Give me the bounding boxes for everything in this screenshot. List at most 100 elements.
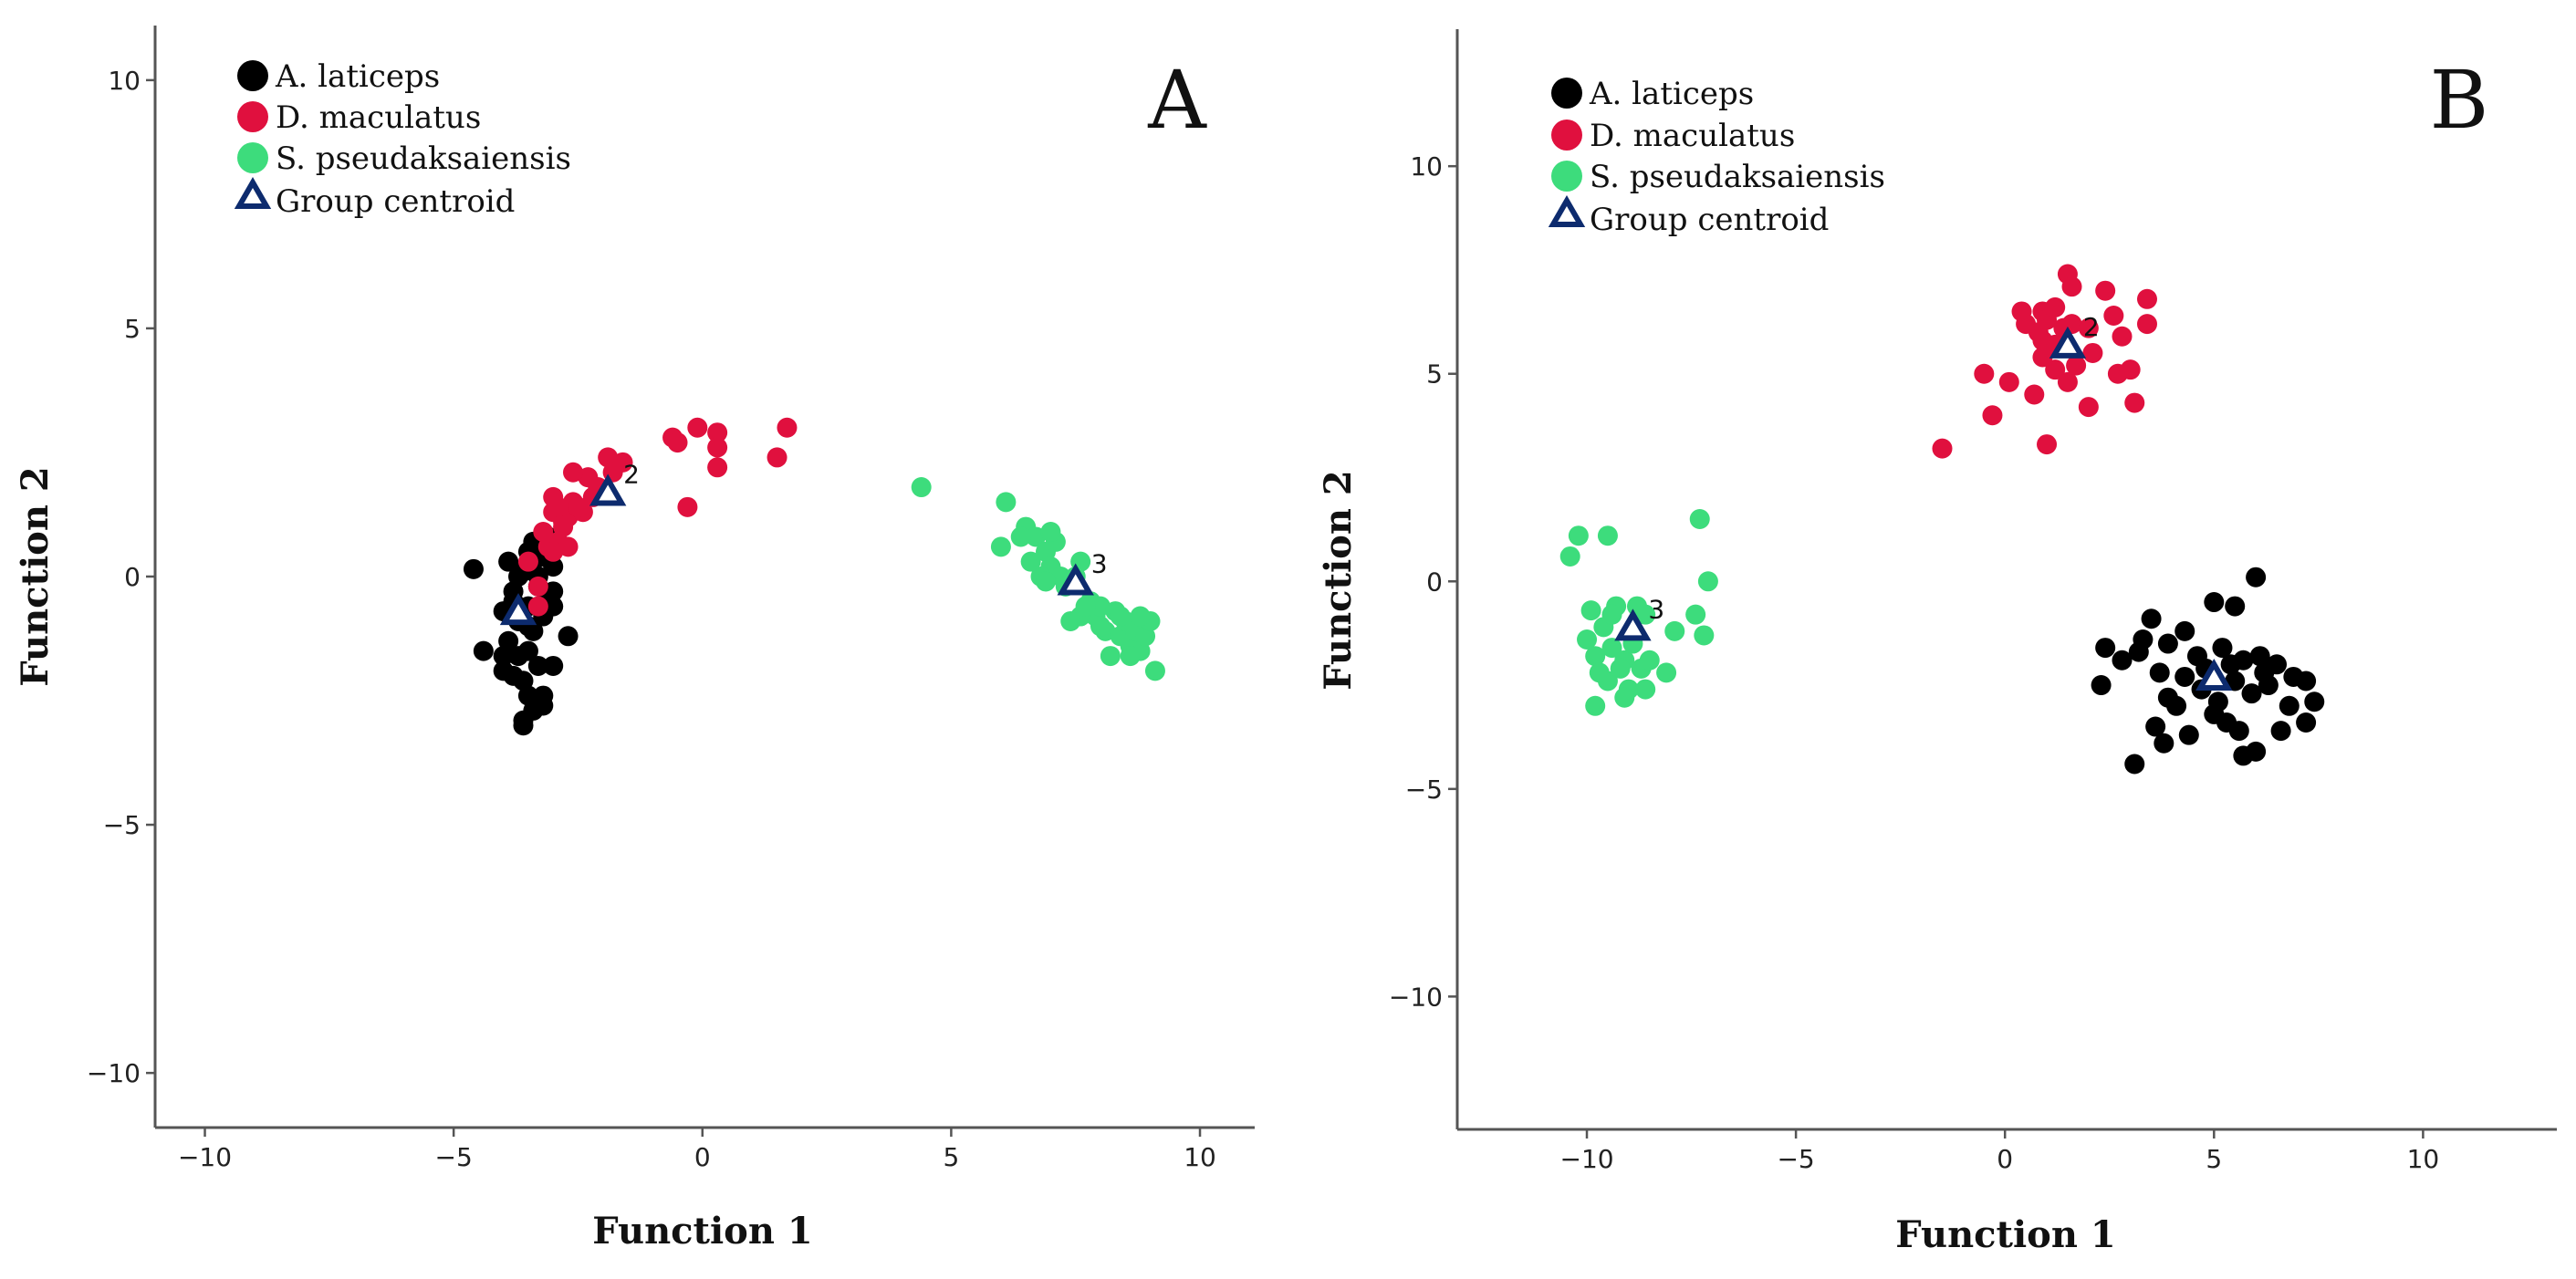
panel-b-letter: B (2430, 53, 2489, 147)
point-s-pseudaksaiensis (1040, 522, 1061, 543)
panel-a-x-tick-label: −10 (178, 1142, 232, 1172)
point-a-laticeps (2233, 745, 2254, 766)
panel-b-y-tick-label: 10 (1410, 151, 1443, 182)
point-d-maculatus (2061, 276, 2082, 297)
panel-a-x-tick-label: 10 (1184, 1142, 1216, 1172)
point-s-pseudaksaiensis (1610, 658, 1631, 679)
point-s-pseudaksaiensis (1597, 525, 1618, 546)
panel-b-group-centroid-1 (2195, 658, 2233, 691)
point-s-pseudaksaiensis (1601, 638, 1622, 659)
legend-label-s-pseudaksaiensis: S. pseudaksaiensis (1590, 159, 1885, 195)
point-a-laticeps (2279, 695, 2300, 716)
point-d-maculatus (527, 596, 548, 617)
legend-swatch-s-pseudaksaiensis (237, 142, 268, 173)
point-a-laticeps (2166, 695, 2187, 716)
panel-b-centroid-label: 2 (2083, 312, 2100, 342)
legend-swatch-a-laticeps (237, 60, 268, 91)
legend-label-s-pseudaksaiensis: S. pseudaksaiensis (276, 140, 571, 177)
panel-a-centroid-label: 2 (623, 459, 640, 489)
point-s-pseudaksaiensis (1589, 662, 1610, 683)
point-a-laticeps (543, 655, 564, 676)
legend-swatch-d-maculatus (237, 101, 268, 132)
point-s-pseudaksaiensis (1664, 620, 1685, 641)
point-d-maculatus (517, 551, 538, 572)
legend-label-a-laticeps: A. laticeps (1589, 76, 1754, 112)
panel-b-series-d-maculatus (1932, 264, 2157, 459)
point-s-pseudaksaiensis (1130, 606, 1151, 627)
panel-b-centroid-label: 3 (1648, 594, 1664, 624)
panel-b-series-s-pseudaksaiensis (1559, 509, 1718, 716)
point-a-laticeps (2154, 733, 2174, 754)
point-d-maculatus (767, 447, 787, 468)
point-d-maculatus (2136, 314, 2157, 335)
point-d-maculatus (2103, 306, 2124, 327)
panel-b-legend: A. laticeps D. maculatus S. pseudaksaien… (1548, 76, 1885, 238)
panel-b-y-tick-label: 0 (1426, 567, 1443, 597)
point-s-pseudaksaiensis (990, 536, 1011, 557)
legend-label-d-maculatus: D. maculatus (276, 99, 481, 136)
panel-a-group-centroid-2 (589, 473, 627, 506)
panel-a-x-tick-label: 5 (943, 1142, 959, 1172)
point-a-laticeps (527, 655, 548, 676)
panel-a-group-centroid-3 (1057, 563, 1094, 596)
point-d-maculatus (2045, 359, 2066, 380)
point-a-laticeps (2204, 592, 2225, 613)
point-s-pseudaksaiensis (1090, 616, 1111, 637)
point-d-maculatus (2082, 342, 2103, 363)
legend-swatch-d-maculatus (1551, 120, 1582, 151)
panel-a-letter: A (1147, 53, 1207, 147)
point-d-maculatus (548, 496, 568, 517)
point-d-maculatus (707, 422, 728, 443)
point-d-maculatus (1932, 438, 1953, 459)
point-a-laticeps (2149, 662, 2170, 683)
panel-b-y-tick-label: −10 (1389, 982, 1443, 1012)
panel-b-centroids: 23 (1614, 312, 2233, 691)
point-a-laticeps (2212, 638, 2233, 659)
point-s-pseudaksaiensis (1577, 629, 1598, 650)
panel-b-x-axis-title: Function 1 (1895, 1213, 2115, 1256)
point-a-laticeps (2304, 691, 2325, 712)
point-s-pseudaksaiensis (1635, 604, 1656, 625)
point-s-pseudaksaiensis (1035, 571, 1056, 592)
point-d-maculatus (707, 437, 728, 458)
point-a-laticeps (503, 665, 524, 686)
legend-swatch-centroid (234, 176, 272, 209)
point-d-maculatus (2107, 363, 2128, 384)
point-a-laticeps (2225, 671, 2246, 691)
panel-a-x-axis-title: Function 1 (592, 1210, 812, 1253)
panel-a-y-tick-label: 10 (108, 66, 141, 96)
point-s-pseudaksaiensis (1144, 660, 1165, 681)
point-s-pseudaksaiensis (1694, 625, 1715, 646)
point-a-laticeps (2220, 654, 2241, 675)
point-d-maculatus (2078, 317, 2099, 338)
panel-b-x-tick-label: −5 (1777, 1144, 1814, 1174)
point-a-laticeps (508, 646, 529, 667)
point-d-maculatus (2024, 384, 2045, 405)
point-a-laticeps (498, 551, 519, 572)
legend-label-a-laticeps: A. laticeps (275, 58, 440, 95)
point-s-pseudaksaiensis (1075, 596, 1096, 617)
point-a-laticeps (2216, 712, 2237, 733)
point-s-pseudaksaiensis (996, 492, 1017, 513)
panel-b-axes: −10 −5 0 5 10 −10 −5 0 5 10 (1389, 29, 2557, 1174)
legend-swatch-a-laticeps (1551, 78, 1582, 109)
panel-b-group-centroid-3 (1614, 608, 1652, 641)
point-s-pseudaksaiensis (1100, 646, 1121, 667)
panel-a-series-s-pseudaksaiensis (911, 477, 1165, 681)
point-a-laticeps (513, 715, 534, 736)
point-d-maculatus (1998, 371, 2019, 392)
point-s-pseudaksaiensis (1601, 604, 1622, 625)
panel-a-points (463, 417, 1165, 736)
panel-a-y-tick-label: −5 (103, 810, 141, 840)
point-d-maculatus (707, 457, 728, 478)
point-d-maculatus (558, 536, 579, 557)
panel-a-y-tick-label: −10 (87, 1058, 141, 1088)
point-a-laticeps (2296, 712, 2317, 733)
point-s-pseudaksaiensis (911, 477, 932, 498)
panel-a-y-tick-label: 5 (124, 314, 141, 344)
point-a-laticeps (508, 567, 529, 587)
point-d-maculatus (2078, 397, 2099, 418)
point-s-pseudaksaiensis (1020, 551, 1041, 572)
point-s-pseudaksaiensis (1120, 646, 1141, 667)
